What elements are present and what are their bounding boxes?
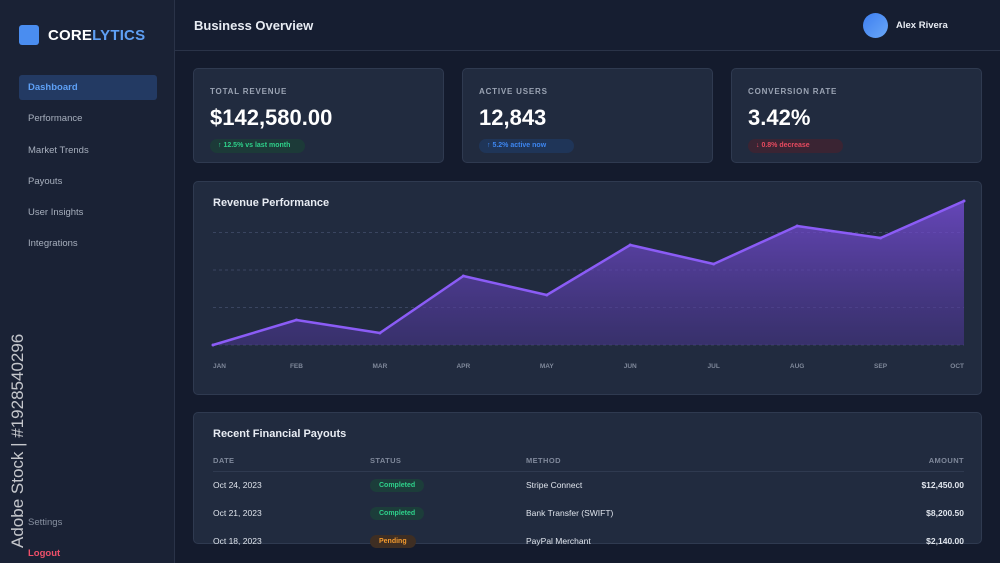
- x-tick-label: JUL: [707, 363, 720, 370]
- col-method[interactable]: METHOD: [526, 451, 821, 472]
- x-tick-label: JUN: [623, 363, 637, 370]
- sidebar-item-user-insights[interactable]: User Insights: [28, 207, 84, 219]
- payout-date: Oct 24, 2023: [213, 480, 262, 491]
- payout-date: Oct 18, 2023: [213, 536, 262, 546]
- payout-method: Stripe Connect: [526, 480, 583, 491]
- kpi-label: ACTIVE USERS: [479, 87, 548, 96]
- data-point[interactable]: [962, 199, 966, 203]
- series-line: [212, 199, 965, 347]
- avatar[interactable]: [863, 13, 888, 38]
- sidebar: CORELYTICS Dashboard Performance Market …: [0, 0, 175, 563]
- page-title: Business Overview: [194, 18, 314, 33]
- kpi-delta-badge: ↓ 0.8% decrease: [748, 139, 843, 153]
- kpi-delta-badge: ↑ 5.2% active now: [479, 139, 574, 153]
- payout-date: Oct 21, 2023: [213, 508, 262, 518]
- logout-link[interactable]: Logout: [28, 548, 61, 559]
- brand-name: CORELYTICS: [48, 27, 145, 44]
- data-point[interactable]: [294, 318, 298, 322]
- brand-part1: CORE: [48, 26, 93, 44]
- kpi-value: $142,580.00: [210, 105, 333, 130]
- sidebar-nav: Dashboard Performance Market Trends Payo…: [19, 75, 157, 263]
- table-row[interactable]: Oct 24, 2023 Completed Stripe Connect $1…: [213, 471, 964, 499]
- data-point[interactable]: [628, 243, 632, 247]
- sidebar-item-dashboard[interactable]: Dashboard: [19, 75, 157, 100]
- header: Business Overview Alex Rivera: [175, 0, 1000, 51]
- status-badge: Completed: [370, 478, 425, 492]
- x-tick-label: MAR: [372, 363, 388, 370]
- x-tick-label: MAY: [539, 363, 554, 370]
- x-tick-label: APR: [456, 363, 471, 370]
- kpi-card-revenue: TOTAL REVENUE $142,580.00 ↑ 12.5% vs las…: [193, 68, 444, 163]
- kpi-label: TOTAL REVENUE: [210, 87, 288, 96]
- chart-title: Revenue Performance: [213, 197, 330, 209]
- x-tick-label: JAN: [213, 363, 227, 370]
- settings-link[interactable]: Settings: [28, 517, 63, 528]
- payout-method: Bank Transfer (SWIFT): [526, 508, 614, 518]
- status-badge: Completed: [370, 506, 425, 520]
- table-header-row: DATE STATUS METHOD AMOUNT: [213, 451, 964, 472]
- data-point[interactable]: [461, 274, 465, 278]
- sidebar-item-performance[interactable]: Performance: [28, 113, 83, 125]
- payout-amount: $12,450.00: [921, 480, 964, 491]
- kpi-value: 3.42%: [748, 105, 811, 130]
- payout-method: PayPal Merchant: [526, 536, 591, 546]
- payouts-table: DATE STATUS METHOD AMOUNT Oct 24, 2023 C…: [213, 451, 964, 555]
- kpi-label: CONVERSION RATE: [748, 87, 838, 96]
- revenue-chart-card: Revenue Performance JAN FEB MAR APR MAY JUN JU…: [193, 181, 982, 395]
- status-cell: Completed: [370, 499, 526, 527]
- watermark-text: Adobe Stock | #1928540296: [8, 333, 27, 548]
- data-point[interactable]: [795, 224, 799, 228]
- x-tick-label: OCT: [950, 363, 964, 370]
- payouts-card: Recent Financial Payouts DATE STATUS MET…: [193, 412, 982, 548]
- kpi-card-conversion: CONVERSION RATE 3.42% ↓ 0.8% decrease: [731, 68, 982, 163]
- logo-icon: [19, 25, 39, 45]
- table-row[interactable]: Oct 21, 2023 Completed Bank Transfer (SW…: [213, 499, 964, 527]
- table-row[interactable]: Oct 18, 2023 Pending PayPal Merchant $2,…: [213, 527, 964, 555]
- sidebar-item-integrations[interactable]: Integrations: [28, 238, 78, 250]
- sidebar-item-payouts[interactable]: Payouts: [28, 175, 63, 187]
- data-point[interactable]: [879, 236, 883, 240]
- kpi-card-users: ACTIVE USERS 12,843 ↑ 5.2% active now: [462, 68, 713, 163]
- status-cell: Pending: [370, 527, 526, 555]
- sidebar-item-market-trends[interactable]: Market Trends: [28, 144, 89, 156]
- kpi-value: 12,843: [479, 105, 547, 130]
- revenue-chart: [211, 199, 966, 347]
- col-date[interactable]: DATE: [213, 451, 370, 472]
- x-tick-label: AUG: [789, 363, 805, 370]
- data-point[interactable]: [545, 293, 549, 297]
- payout-amount: $8,200.50: [926, 508, 964, 518]
- payouts-title: Recent Financial Payouts: [213, 428, 347, 440]
- area-fill: [213, 201, 964, 345]
- col-amount[interactable]: AMOUNT: [820, 451, 964, 472]
- logo[interactable]: CORELYTICS: [19, 25, 145, 45]
- data-point[interactable]: [712, 262, 716, 266]
- col-status[interactable]: STATUS: [370, 451, 526, 472]
- kpi-delta-badge: ↑ 12.5% vs last month: [210, 139, 305, 153]
- brand-part2: LYTICS: [92, 26, 146, 44]
- x-tick-label: FEB: [289, 363, 303, 370]
- status-cell: Completed: [370, 471, 526, 499]
- payout-amount: $2,140.00: [926, 536, 964, 546]
- user-name[interactable]: Alex Rivera: [896, 20, 948, 31]
- data-point[interactable]: [378, 331, 382, 335]
- data-point[interactable]: [211, 343, 215, 347]
- x-tick-label: SEP: [874, 363, 888, 370]
- status-badge: Pending: [370, 534, 416, 548]
